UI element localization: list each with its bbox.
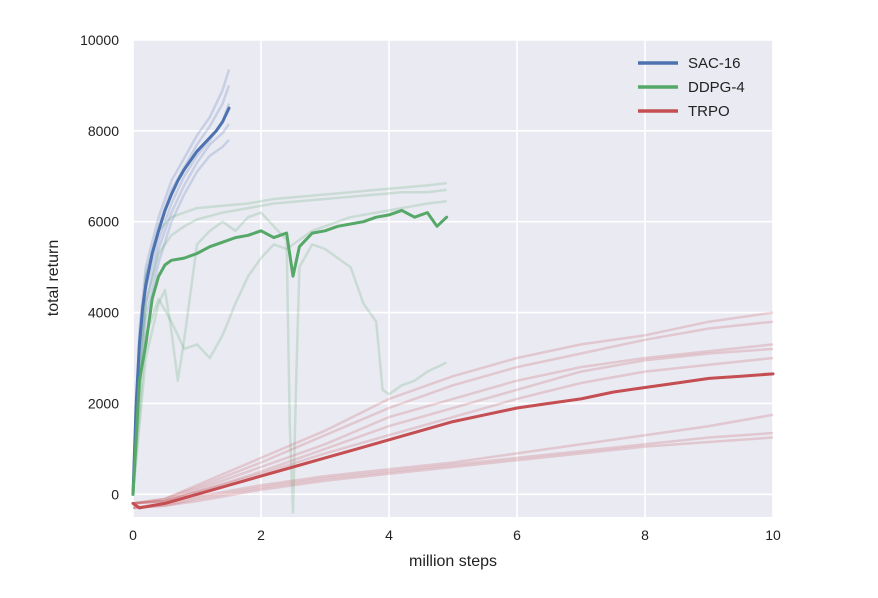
y-tick-label: 8000 bbox=[88, 123, 119, 139]
run-line-2 bbox=[132, 431, 774, 510]
grid bbox=[132, 39, 774, 517]
legend-label: DDPG-4 bbox=[688, 79, 745, 96]
run-line-2 bbox=[132, 311, 774, 505]
y-tick-labels: 0 2000 4000 6000 8000 10000 bbox=[80, 32, 119, 502]
x-tick-label: 10 bbox=[765, 527, 781, 543]
y-tick-label: 2000 bbox=[88, 395, 119, 411]
x-axis-title: million steps bbox=[409, 553, 497, 570]
run-line-2 bbox=[132, 436, 774, 510]
y-tick-label: 10000 bbox=[80, 32, 119, 48]
y-tick-label: 0 bbox=[111, 486, 119, 502]
x-tick-label: 0 bbox=[129, 527, 137, 543]
x-tick-label: 6 bbox=[513, 527, 521, 543]
run-line-2 bbox=[132, 343, 774, 505]
y-axis-title: total return bbox=[45, 240, 62, 316]
run-line-0 bbox=[131, 139, 230, 495]
run-line-2 bbox=[132, 356, 774, 505]
legend-label: SAC-16 bbox=[688, 55, 741, 72]
series-line-0 bbox=[131, 106, 231, 496]
run-line-2 bbox=[132, 347, 774, 505]
x-tick-labels: 0 2 4 6 8 10 bbox=[129, 527, 781, 543]
x-tick-label: 2 bbox=[257, 527, 265, 543]
x-tick-label: 4 bbox=[385, 527, 393, 543]
series-line-2 bbox=[131, 372, 775, 510]
legend-label: TRPO bbox=[688, 103, 730, 120]
run-line-1 bbox=[131, 200, 447, 495]
mean-lines bbox=[131, 106, 775, 510]
run-line-1 bbox=[131, 181, 447, 495]
y-tick-label: 6000 bbox=[88, 214, 119, 230]
plot-background bbox=[133, 40, 773, 517]
run-line-2 bbox=[132, 320, 774, 505]
legend: SAC-16 DDPG-4 TRPO bbox=[638, 55, 745, 120]
run-line-2 bbox=[132, 413, 774, 510]
run-line-1 bbox=[131, 188, 447, 495]
run-line-0 bbox=[131, 123, 231, 495]
y-tick-label: 4000 bbox=[88, 305, 119, 321]
series-line-1 bbox=[131, 208, 449, 496]
x-tick-label: 8 bbox=[641, 527, 649, 543]
run-line-1 bbox=[131, 211, 448, 514]
